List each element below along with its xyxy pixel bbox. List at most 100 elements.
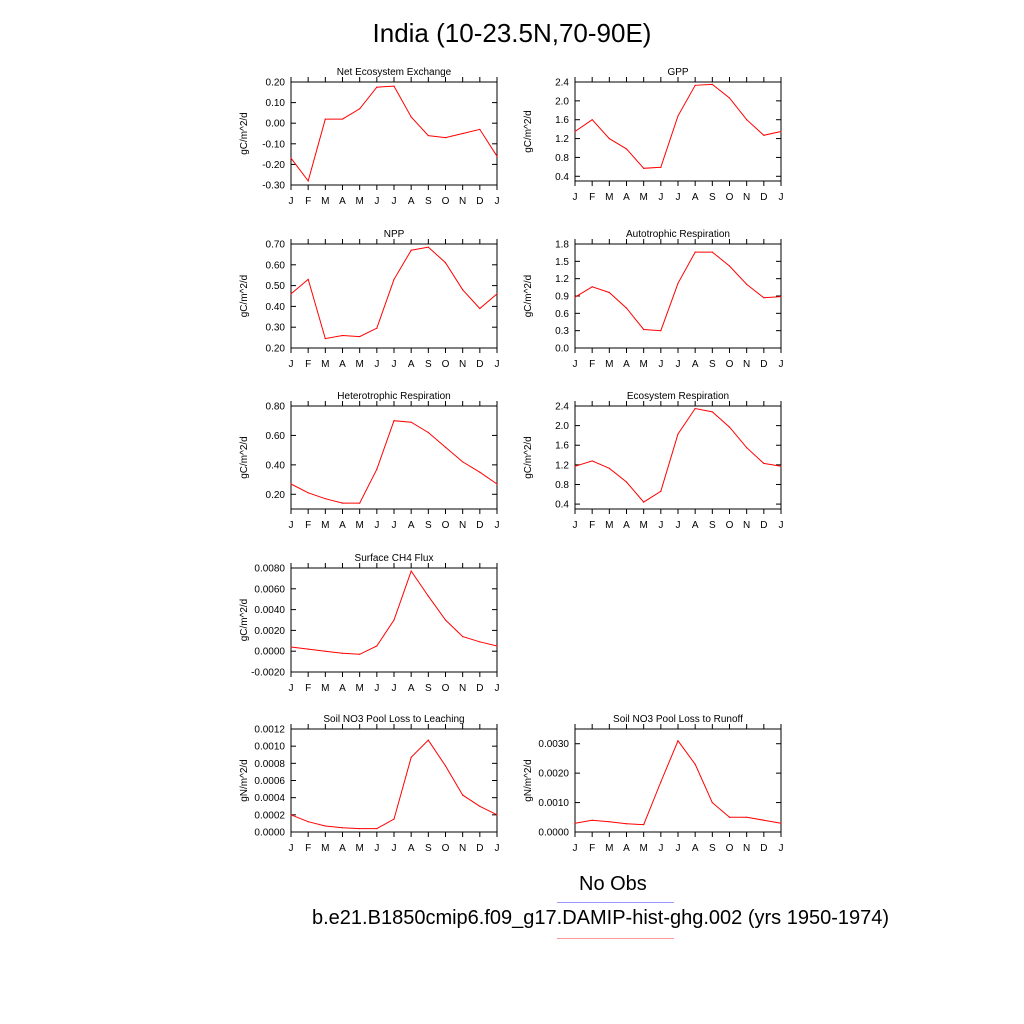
x-tick-label: A xyxy=(339,196,346,207)
panel-title: Net Ecosystem Exchange xyxy=(337,67,452,78)
y-tick-label: 0.0060 xyxy=(254,584,285,595)
x-tick-label: D xyxy=(476,359,483,370)
x-tick-label: M xyxy=(605,520,613,531)
data-point xyxy=(660,330,662,332)
x-tick-label: O xyxy=(442,843,450,854)
plot-frame xyxy=(574,728,782,833)
x-tick-label: J xyxy=(374,359,379,370)
data-point xyxy=(290,814,292,816)
data-point xyxy=(462,132,464,135)
x-tick-label: J xyxy=(289,683,294,694)
data-point xyxy=(643,824,645,826)
data-point xyxy=(711,411,713,413)
x-tick-label: J xyxy=(495,196,500,207)
x-tick-label: J xyxy=(658,192,663,203)
data-point xyxy=(376,327,378,329)
y-tick-label: 0.0000 xyxy=(538,828,569,839)
y-tick-label: 0.60 xyxy=(266,431,286,442)
x-tick-label: M xyxy=(605,843,613,854)
y-tick-label: 0.3 xyxy=(555,326,569,337)
x-tick-label: O xyxy=(442,683,450,694)
data-point xyxy=(677,433,679,435)
x-tick-label: J xyxy=(676,359,681,370)
data-point xyxy=(574,822,576,824)
data-point xyxy=(625,823,628,825)
x-tick-label: D xyxy=(760,843,767,854)
y-tick-label: 0.0012 xyxy=(254,725,285,736)
x-tick-label: M xyxy=(355,843,363,854)
data-point xyxy=(376,827,378,830)
plot-frame xyxy=(290,81,498,186)
x-tick-label: M xyxy=(639,192,647,203)
data-point xyxy=(341,334,344,337)
data-point xyxy=(444,137,447,139)
x-tick-label: S xyxy=(709,843,716,854)
y-axis-label: gC/m^2/d xyxy=(523,110,534,153)
data-point xyxy=(290,483,292,485)
data-point xyxy=(462,289,464,291)
data-point xyxy=(410,421,412,423)
data-point xyxy=(462,794,464,796)
y-tick-label: 2.0 xyxy=(555,421,569,432)
y-tick-label: 0.0004 xyxy=(254,793,285,804)
x-tick-label: J xyxy=(374,683,379,694)
x-tick-label: S xyxy=(709,359,716,370)
x-tick-label: J xyxy=(289,359,294,370)
panel-title: Soil NO3 Pool Loss to Runoff xyxy=(613,714,743,725)
x-tick-label: S xyxy=(709,520,716,531)
y-tick-label: 0.80 xyxy=(266,402,286,413)
x-tick-label: D xyxy=(476,843,483,854)
data-point xyxy=(780,822,782,824)
y-tick-label: 0.10 xyxy=(266,98,286,109)
data-point xyxy=(625,148,628,150)
data-point xyxy=(694,407,696,410)
plot-frame xyxy=(290,243,498,349)
data-point xyxy=(410,756,412,758)
data-point xyxy=(444,446,447,448)
x-tick-label: M xyxy=(605,192,613,203)
y-tick-label: 0.60 xyxy=(266,260,286,271)
x-tick-label: S xyxy=(425,520,432,531)
data-point xyxy=(393,278,395,280)
data-point xyxy=(660,490,662,492)
data-point xyxy=(359,827,361,830)
data-point xyxy=(677,115,679,117)
x-tick-label: N xyxy=(459,196,466,207)
data-point xyxy=(608,467,610,469)
x-tick-label: J xyxy=(495,520,500,531)
y-tick-label: 0.0020 xyxy=(254,626,285,637)
model-legend-label: b.e21.B1850cmip6.f09_g17.DAMIP-hist-ghg.… xyxy=(312,907,890,929)
x-tick-label: M xyxy=(321,843,329,854)
x-tick-label: S xyxy=(425,843,432,854)
data-point xyxy=(496,293,498,295)
y-tick-label: 0.4 xyxy=(555,172,569,183)
x-tick-label: J xyxy=(658,520,663,531)
y-tick-label: 0.30 xyxy=(266,323,286,334)
x-tick-label: M xyxy=(355,683,363,694)
data-point xyxy=(711,251,713,253)
data-point xyxy=(746,816,748,818)
series-line xyxy=(290,570,498,655)
x-tick-label: A xyxy=(623,843,630,854)
data-point xyxy=(444,765,447,767)
data-point xyxy=(307,648,309,650)
page-title: India (10-23.5N,70-90E) xyxy=(372,18,652,48)
data-point xyxy=(427,431,429,434)
y-tick-label: 0.4 xyxy=(555,500,569,511)
data-point xyxy=(677,282,679,284)
y-tick-label: 0.0000 xyxy=(254,647,285,658)
y-tick-label: -0.10 xyxy=(262,139,285,150)
chart-panel: Soil NO3 Pool Loss to Runoff gN/m^2/d 0.00… xyxy=(523,714,784,854)
data-point xyxy=(763,134,765,136)
data-point xyxy=(625,481,628,483)
data-point xyxy=(290,157,292,159)
data-point xyxy=(574,296,576,298)
data-point xyxy=(728,97,731,99)
chart-panel: Autotrophic Respiration gC/m^2/d 1.8 1.5 1.2… xyxy=(523,229,784,370)
x-tick-label: F xyxy=(589,843,595,854)
data-point xyxy=(393,818,395,820)
chart-panel: Ecosystem Respiration gC/m^2/d 2.4 2.0 1.6 1.… xyxy=(523,391,784,531)
data-point xyxy=(496,645,498,647)
panel-title: Surface CH4 Flux xyxy=(355,553,434,564)
